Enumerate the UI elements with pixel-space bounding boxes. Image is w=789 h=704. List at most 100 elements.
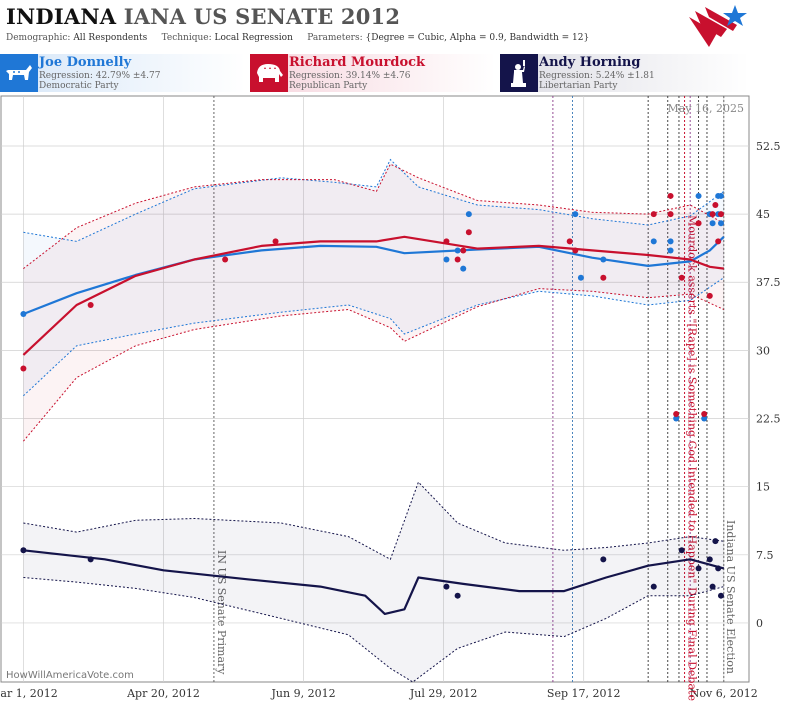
y-tick-label: 52.5 <box>756 140 781 153</box>
y-tick-label: 7.5 <box>756 549 774 562</box>
poll-point <box>715 238 722 245</box>
x-tick-label: Sep 17, 2012 <box>547 687 621 700</box>
poll-point <box>222 256 229 263</box>
date-stamp: May 16, 2025 <box>667 102 744 115</box>
band-upper-line <box>23 163 725 269</box>
confidence-band <box>23 164 724 442</box>
annotation-label: Mourdock asserts "[Rape] is Something Go… <box>686 215 699 701</box>
poll-point <box>706 292 713 299</box>
candidate-name: Andy Horning <box>539 55 641 70</box>
poll-point <box>717 592 724 599</box>
poll-point <box>709 583 716 590</box>
liberty-icon <box>500 54 538 92</box>
title-race: IANA US SENATE 2012 <box>123 4 401 29</box>
poll-point <box>20 547 27 554</box>
candidate-name: Joe Donnelly <box>39 55 132 70</box>
y-tick-label: 22.5 <box>756 413 781 426</box>
poll-point <box>272 238 279 245</box>
poll-point <box>20 365 27 372</box>
plot-area <box>0 95 750 683</box>
poll-point <box>717 220 724 227</box>
donkey-icon <box>0 54 38 92</box>
confidence-band <box>23 482 724 682</box>
poll-point <box>701 415 708 422</box>
poll-point <box>717 192 724 199</box>
page-title: INDIANA IANA US SENATE 2012 <box>6 4 400 29</box>
candidate-regression: Regression: 39.14% ±4.76 <box>289 71 411 81</box>
annotation-label: IN US Senate Primary <box>215 550 228 675</box>
poll-point <box>460 247 467 254</box>
candidate-card-horning: Andy Horning Regression: 5.24% ±1.81 Lib… <box>500 54 750 92</box>
candidate-regression: Regression: 5.24% ±1.81 <box>539 71 655 81</box>
x-tick-label: Mar 1, 2012 <box>0 687 58 700</box>
band-upper-line <box>23 481 724 561</box>
y-tick-label: 45 <box>756 208 770 221</box>
poll-point <box>667 238 674 245</box>
x-tick-label: Nov 6, 2012 <box>690 687 758 700</box>
parameters-value: {Degree = Cubic, Alpha = 0.9, Bandwidth … <box>365 33 590 43</box>
candidate-card-mourdock: Richard Mourdock Regression: 39.14% ±4.7… <box>250 54 496 92</box>
poll-point <box>717 211 724 218</box>
y-tick-label: 0 <box>756 617 763 630</box>
poll-point <box>712 202 719 209</box>
poll-point <box>454 247 461 254</box>
watermark: HowWillAmericaVote.com <box>6 670 134 681</box>
poll-point <box>566 238 573 245</box>
x-tick-label: Jun 9, 2012 <box>271 687 336 700</box>
y-tick-label: 37.5 <box>756 276 781 289</box>
poll-point <box>715 565 722 572</box>
poll-point <box>650 583 657 590</box>
x-tick-label: Jul 29, 2012 <box>409 687 478 700</box>
poll-point <box>706 556 713 563</box>
poll-point <box>600 274 607 281</box>
poll-point <box>650 238 657 245</box>
poll-point <box>701 410 708 417</box>
confidence-band <box>23 159 724 396</box>
candidate-party: Democratic Party <box>39 81 119 91</box>
poll-point <box>600 256 607 263</box>
candidate-regression: Regression: 42.79% ±4.77 <box>39 71 161 81</box>
trend-line <box>22 235 724 356</box>
poll-point <box>572 211 579 218</box>
x-tick-label: Apr 20, 2012 <box>126 687 200 700</box>
poll-point <box>454 256 461 263</box>
poll-point <box>709 211 716 218</box>
title-state: INDIANA <box>6 4 117 29</box>
poll-point <box>443 583 450 590</box>
chart-parameters: Demographic: All Respondents Technique: … <box>6 33 589 43</box>
demographic-label: Demographic: <box>6 33 71 43</box>
candidate-party: Libertarian Party <box>539 81 618 91</box>
poll-point <box>20 311 27 318</box>
poll-point <box>695 220 702 227</box>
demographic-value: All Respondents <box>73 33 148 43</box>
poll-point <box>600 556 607 563</box>
technique-label: Technique: <box>161 33 212 43</box>
poll-point <box>465 229 472 236</box>
poll-point <box>87 301 94 308</box>
poll-point <box>678 547 685 554</box>
poll-point <box>673 415 680 422</box>
poll-point <box>678 274 685 281</box>
poll-point <box>577 274 584 281</box>
band-lower-line <box>23 288 725 442</box>
poll-point <box>465 211 472 218</box>
y-tick-label: 30 <box>756 344 770 357</box>
band-lower-line <box>23 577 724 683</box>
band-upper-line <box>23 158 725 242</box>
poll-point <box>443 256 450 263</box>
poll-point <box>443 238 450 245</box>
poll-point <box>712 538 719 545</box>
annotation-label: Indiana US Senate Election <box>724 520 737 674</box>
poll-point <box>454 592 461 599</box>
candidate-card-donnelly: Joe Donnelly Regression: 42.79% ±4.77 De… <box>0 54 246 92</box>
poll-point <box>667 247 674 254</box>
parameters-label: Parameters: <box>307 33 363 43</box>
site-logo-icon <box>689 5 747 47</box>
poll-point <box>572 247 579 254</box>
y-tick-label: 15 <box>756 481 770 494</box>
poll-point <box>709 220 716 227</box>
poll-point <box>667 192 674 199</box>
trend-line <box>23 549 725 616</box>
poll-point <box>87 556 94 563</box>
poll-point <box>667 211 674 218</box>
